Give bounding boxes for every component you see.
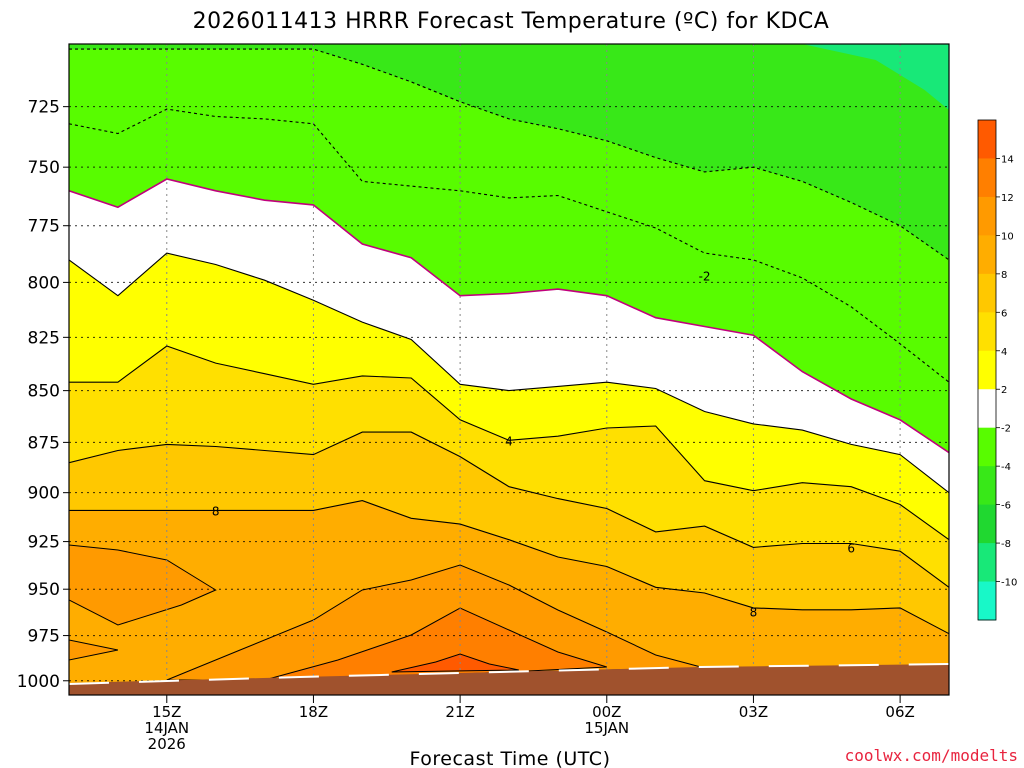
- y-tick-label-775: 775: [28, 217, 60, 237]
- contour-label: -2: [699, 270, 711, 284]
- y-tick-label-850: 850: [28, 382, 60, 402]
- contour-label: 4: [505, 434, 513, 448]
- x-axis-label: Forecast Time (UTC): [410, 748, 611, 768]
- x-tick-label: 18Z: [299, 703, 328, 721]
- colorbar-label: -6: [1001, 501, 1011, 512]
- colorbar-label: 8: [1001, 270, 1007, 281]
- isotherm-2: [69, 252, 949, 494]
- colorbar-swatch: [978, 235, 996, 275]
- colorbar-swatch: [978, 350, 996, 390]
- band-below-minus4: [69, 44, 949, 260]
- ground-polygon: [69, 664, 949, 695]
- colorbar-label: 2: [1001, 385, 1007, 396]
- colorbar-label: -10: [1001, 578, 1017, 589]
- colorbar-label: -2: [1001, 424, 1011, 435]
- colorbar-label: 12: [1001, 193, 1014, 204]
- isotherm--4: [69, 48, 949, 261]
- y-tick-label-800: 800: [28, 273, 60, 293]
- colorbar-swatch: [978, 312, 996, 352]
- band-coldest: [802, 44, 949, 110]
- colorbar-swatch: [978, 120, 996, 159]
- isotherms: [69, 48, 949, 635]
- y-tick-label-925: 925: [28, 533, 60, 553]
- warm-pocket-left-low: [69, 639, 119, 661]
- colorbar-label: 10: [1001, 231, 1014, 242]
- colorbar-swatch: [978, 427, 996, 467]
- colorbar: -10 -8 -6 -4 -2 2 4 6 8 10 12 14: [977, 119, 1017, 621]
- colorbar-swatch: [978, 273, 996, 313]
- colorbar-swatch: [978, 196, 996, 236]
- x-tick-label: 06Z: [885, 703, 914, 721]
- ground-surface-line: [68, 663, 950, 685]
- colorbar-label: -4: [1001, 462, 1011, 473]
- contour-label: 6: [847, 541, 855, 555]
- colorbar-swatch: [978, 581, 996, 621]
- contour-label: 8: [212, 504, 220, 518]
- x-tick-label: 15JAN: [584, 719, 629, 737]
- colorbar-label: -8: [1001, 539, 1011, 550]
- isotherm--2: [69, 108, 949, 383]
- y-tick-label-950: 950: [28, 580, 60, 600]
- x-tick-label: 21Z: [445, 703, 474, 721]
- warm-pocket-surface-14: [391, 653, 519, 673]
- x-tick-label: 00Z: [592, 703, 621, 721]
- colorbar-swatch: [978, 543, 996, 583]
- y-tick-label-1000: 1000: [17, 672, 60, 692]
- colorbar-swatch: [978, 158, 996, 198]
- colorbar-label: 4: [1001, 347, 1007, 358]
- contour-label: 8: [750, 606, 758, 620]
- x-tick-label: 15Z: [152, 703, 181, 721]
- ground-layer: [68, 663, 950, 695]
- colorbar-label: 6: [1001, 308, 1007, 319]
- credit-link[interactable]: coolwx.com/modelts: [845, 746, 1018, 765]
- y-axis: 725 750 775 800 825 850 875 900 925 950 975 1000: [17, 98, 69, 692]
- colorbar-swatch: [978, 504, 996, 544]
- plot-frame: [68, 43, 950, 696]
- isotherm-8: [69, 500, 949, 635]
- colorbar-frame: [977, 119, 997, 621]
- isotherm-4: [69, 345, 949, 541]
- chart-title: 2026011413 HRRR Forecast Temperature (ºC…: [193, 9, 830, 34]
- y-tick-label-750: 750: [28, 158, 60, 178]
- warm-pocket-left: [69, 544, 217, 626]
- isotherm-0: [69, 178, 949, 454]
- y-tick-label-900: 900: [28, 484, 60, 504]
- contour-labels: -2 4 8 6 8: [212, 270, 855, 620]
- y-tick-label-875: 875: [28, 433, 60, 453]
- colorbar-swatch: [978, 389, 996, 429]
- x-tick-label: 14JAN: [144, 719, 189, 737]
- temperature-shading: [69, 44, 949, 695]
- x-tick-label: 03Z: [739, 703, 768, 721]
- colorbar-swatch: [978, 466, 996, 506]
- isotherm-6: [69, 431, 949, 588]
- colorbar-label: 14: [1001, 154, 1014, 165]
- y-tick-label-825: 825: [28, 328, 60, 348]
- y-tick-label-725: 725: [28, 98, 60, 118]
- x-tick-label: 2026: [148, 735, 186, 753]
- y-tick-label-975: 975: [28, 627, 60, 647]
